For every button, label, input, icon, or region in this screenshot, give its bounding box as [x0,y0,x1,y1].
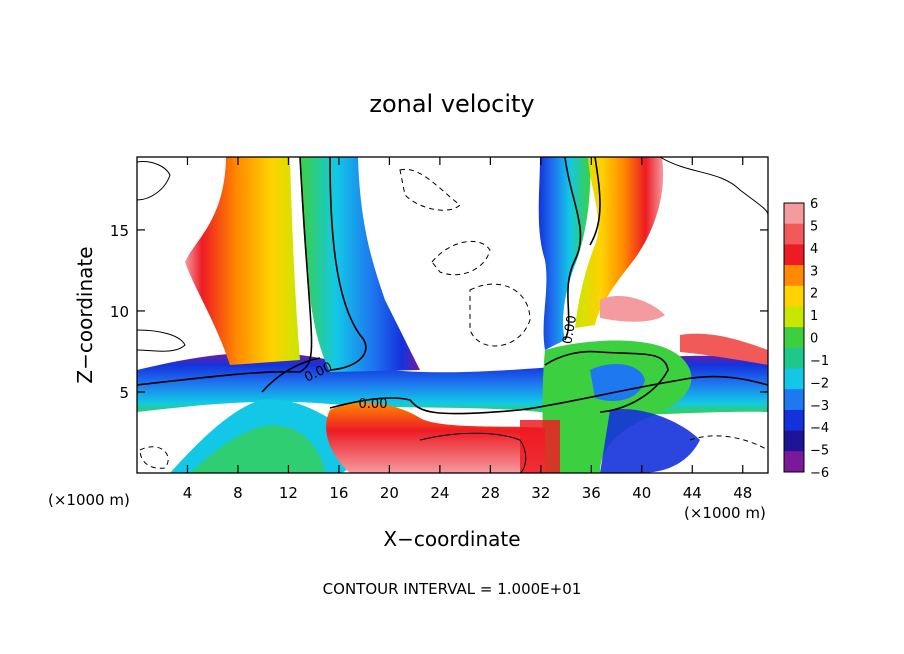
colorbar-swatch [784,430,804,452]
velocity-field [137,157,768,473]
y-tick-label: 5 [119,384,129,402]
colorbar-swatch [784,223,804,245]
x-unit-right: (×1000 m) [684,504,766,522]
colorbar-swatch [784,368,804,390]
plot-frame [136,156,769,474]
colorbar-swatch [784,389,804,411]
x-tick-label: 8 [233,484,243,502]
colorbar-swatch [784,265,804,287]
colorbar-label: −6 [810,466,829,481]
x-tick-label: 4 [183,484,193,502]
x-tick-label: 16 [329,484,348,502]
colorbar-label: −3 [810,399,829,414]
x-axis-ticks: 4 8 12 16 20 24 28 32 36 40 44 48 [183,157,752,502]
y-axis-label: Z−coordinate [73,246,97,383]
colorbar-label: 0 [810,332,818,347]
x-tick-label: 28 [481,484,500,502]
x-tick-label: 12 [279,484,298,502]
right-updraft-band [575,157,664,328]
colorbar-swatch [784,327,804,349]
x-tick-label: 32 [531,484,550,502]
colorbar-label: 3 [810,264,818,279]
chart-title: zonal velocity [369,90,534,118]
contour-label: 0.00 [359,397,388,412]
colorbar: 6 5 4 3 2 1 0 −1 −2 −3 −4 −5 −6 [783,197,829,481]
right-lower-region [540,340,692,473]
colorbar-label: 5 [810,219,818,234]
y-tick-label: 10 [110,303,129,321]
x-axis-label: X−coordinate [383,527,520,551]
x-tick-label: 40 [632,484,651,502]
lower-red-patch [326,402,545,473]
contour-interval-note: CONTOUR INTERVAL = 1.000E+01 [323,580,582,598]
central-downdraft-band [300,157,420,372]
colorbar-label: 6 [810,197,818,212]
colorbar-swatch [784,347,804,370]
colorbar-label: 2 [810,287,818,302]
colorbar-label: −4 [810,421,829,436]
x-tick-label: 24 [430,484,449,502]
x-tick-label: 36 [582,484,601,502]
colorbar-frame [783,202,805,473]
y-tick-label: 15 [110,222,129,240]
x-tick-label: 20 [380,484,399,502]
x-tick-label: 44 [683,484,702,502]
right-downdraft-band [538,157,591,350]
colorbar-label: −5 [810,444,829,459]
contour-lines [137,157,768,473]
colorbar-swatch [784,203,804,225]
colorbar-label: 4 [810,242,818,257]
colorbar-label: 1 [810,309,818,324]
colorbar-swatch [784,306,804,328]
colorbar-swatch [784,285,804,307]
x-tick-label: 48 [733,484,752,502]
colorbar-label: −1 [810,354,829,369]
colorbar-swatch [784,451,804,473]
colorbar-label: −2 [810,376,829,391]
contour-label: 0.00 [560,314,580,345]
y-axis-ticks: 5 10 15 [110,222,768,402]
x-unit-left: (×1000 m) [48,491,130,509]
colorbar-swatch [784,409,804,432]
left-updraft-band [185,157,300,365]
colorbar-swatch [784,244,804,266]
